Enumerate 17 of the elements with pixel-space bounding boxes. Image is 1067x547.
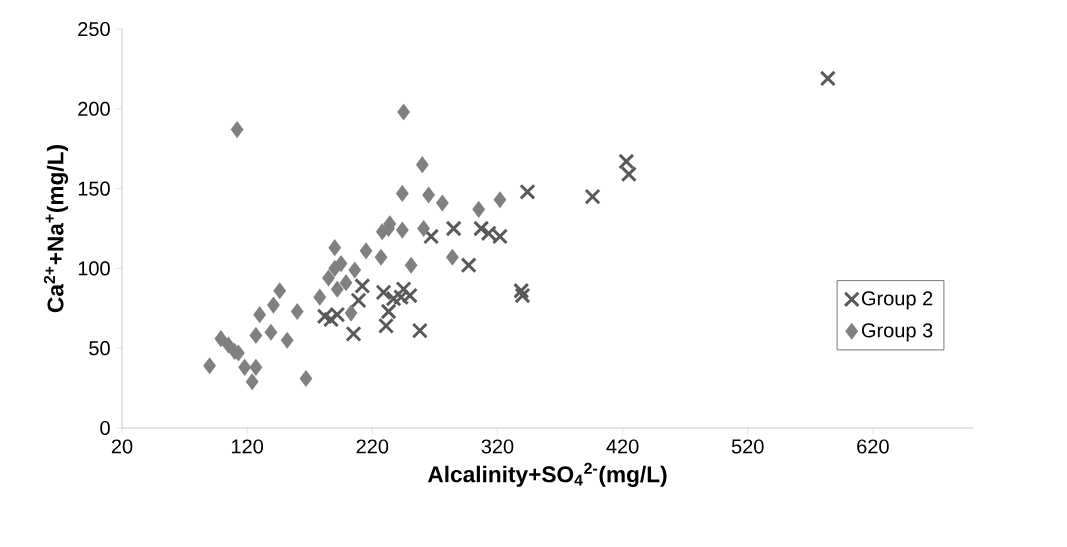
- x-tick-label: 120: [231, 439, 264, 454]
- x-tick-label: 320: [481, 439, 514, 454]
- y-axis-title: Ca$^{2+}$+Na$^{+}$(mg/L): [43, 145, 69, 313]
- legend-label: Group 3: [861, 323, 933, 342]
- y-tick-label: 250: [78, 21, 110, 37]
- legend-label: Group 2: [861, 291, 933, 310]
- x-tick-label: 620: [857, 439, 889, 454]
- y-tick-label: 50: [89, 341, 110, 356]
- y-tick-label: 0: [100, 420, 110, 436]
- x-tick-label: 520: [731, 439, 764, 454]
- x-tick-label: 20: [111, 439, 133, 454]
- x-tick-label: 220: [356, 439, 389, 454]
- y-tick-label: 150: [78, 181, 110, 196]
- y-tick-label: 200: [78, 101, 110, 116]
- x-tick-label: 420: [606, 439, 639, 454]
- y-tick-label: 100: [78, 261, 110, 276]
- x-axis-title: Alcalinity+SO$_{4}$$^{2-}$(mg/L): [427, 462, 667, 487]
